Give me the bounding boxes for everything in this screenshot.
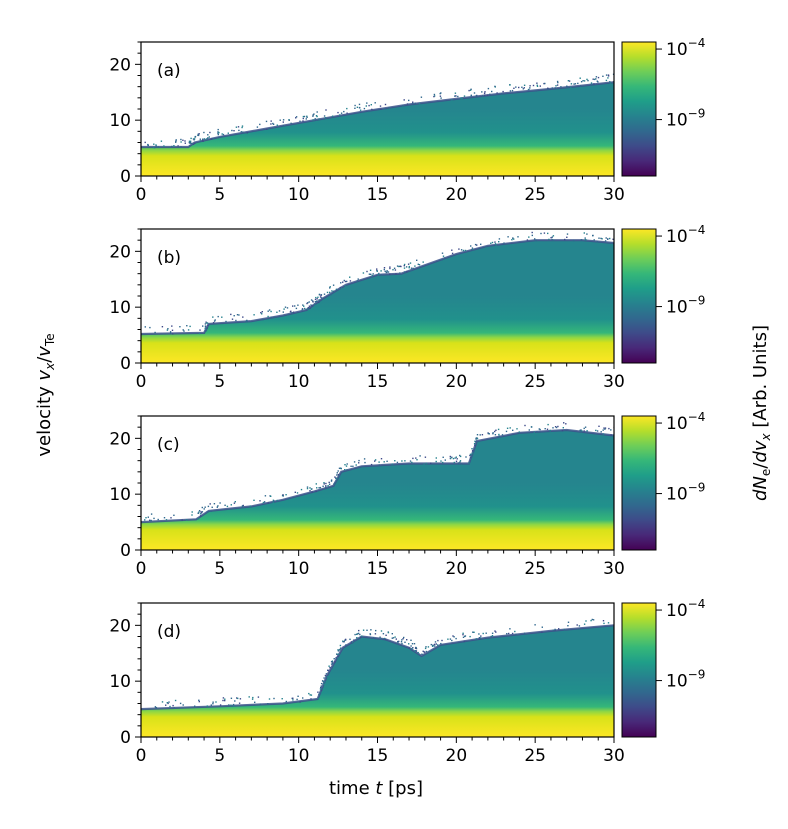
velocity-edge xyxy=(141,81,614,149)
x-tick-label: 15 xyxy=(367,559,389,579)
x-tick-label: 15 xyxy=(367,185,389,205)
colorbar: 10−4 10−9 xyxy=(621,410,705,551)
colorbar-tick-label: 10−9 xyxy=(666,107,705,131)
velocity-edge xyxy=(141,239,614,336)
colorbar-tick-label: 10−9 xyxy=(666,668,705,692)
x-tick-label: 30 xyxy=(603,372,625,392)
edge-noise xyxy=(144,231,614,335)
y-tick-label: 20 xyxy=(109,429,131,449)
y-tick-label: 20 xyxy=(109,242,131,262)
x-axis-title: time t [ps] xyxy=(329,778,423,799)
edge-noise xyxy=(144,422,614,522)
y-tick-label: 0 xyxy=(120,541,131,561)
x-tick-label: 25 xyxy=(524,372,546,392)
distribution-field xyxy=(141,625,614,737)
colorbar-title: dNe/dvx [Arb. Units] xyxy=(750,325,773,501)
panel-label: (c) xyxy=(157,435,180,455)
distribution-field xyxy=(141,82,614,176)
panel-1: 0 5 10 15 20 25 30 0 10 20 (a) 10−4 10−9 xyxy=(109,36,705,205)
x-tick-label: 0 xyxy=(136,372,147,392)
x-tick-label: 30 xyxy=(603,746,625,766)
panel-3: 0 5 10 15 20 25 30 0 10 20 (c) 10−4 10−9 xyxy=(109,410,705,579)
colorbar-tick-label: 10−9 xyxy=(666,294,705,318)
x-tick-label: 15 xyxy=(367,372,389,392)
colorbar-gradient xyxy=(621,415,657,551)
x-tick-label: 20 xyxy=(446,746,468,766)
y-axis-title: velocity vx/vTe xyxy=(34,333,57,456)
x-tick-label: 25 xyxy=(524,185,546,205)
panel-2: 0 5 10 15 20 25 30 0 10 20 (b) 10−4 10−9 xyxy=(109,223,705,392)
x-tick-label: 25 xyxy=(524,559,546,579)
colorbar-gradient xyxy=(621,602,657,738)
colorbar-tick-label: 10−4 xyxy=(666,410,705,434)
x-tick-label: 20 xyxy=(446,559,468,579)
panel-label: (b) xyxy=(157,248,181,268)
colorbar-tick-label: 10−4 xyxy=(666,597,705,621)
colorbar-tick-label: 10−4 xyxy=(666,36,705,60)
edge-noise xyxy=(144,73,614,149)
y-tick-label: 10 xyxy=(109,298,131,318)
x-tick-label: 10 xyxy=(288,372,310,392)
x-tick-label: 20 xyxy=(446,372,468,392)
y-tick-label: 0 xyxy=(120,354,131,374)
velocity-edge xyxy=(141,428,614,524)
x-tick-label: 5 xyxy=(214,185,225,205)
x-tick-label: 25 xyxy=(524,746,546,766)
x-tick-label: 0 xyxy=(136,746,147,766)
edge-noise xyxy=(154,618,610,709)
panels: 0 5 10 15 20 25 30 0 10 20 (a) 10−4 10−9 0 5 10 15 20 25 30… xyxy=(109,36,705,766)
colorbar: 10−4 10−9 xyxy=(621,223,705,364)
x-tick-label: 20 xyxy=(446,185,468,205)
colorbar-tick-label: 10−9 xyxy=(666,481,705,505)
x-tick-label: 10 xyxy=(288,185,310,205)
x-tick-label: 5 xyxy=(214,746,225,766)
y-tick-label: 10 xyxy=(109,672,131,692)
colorbar: 10−4 10−9 xyxy=(621,597,705,738)
panel-label: (d) xyxy=(157,622,181,642)
x-tick-label: 5 xyxy=(214,372,225,392)
distribution-field xyxy=(141,240,614,363)
x-tick-label: 10 xyxy=(288,746,310,766)
y-tick-label: 20 xyxy=(109,616,131,636)
x-tick-label: 5 xyxy=(214,559,225,579)
colorbar-gradient xyxy=(621,41,657,177)
x-tick-label: 10 xyxy=(288,559,310,579)
x-tick-label: 30 xyxy=(603,559,625,579)
distribution-field xyxy=(141,430,614,550)
colorbar: 10−4 10−9 xyxy=(621,36,705,177)
y-tick-label: 20 xyxy=(109,55,131,75)
x-tick-label: 15 xyxy=(367,746,389,766)
y-tick-label: 10 xyxy=(109,485,131,505)
y-tick-label: 0 xyxy=(120,167,131,187)
panel-4: 0 5 10 15 20 25 30 0 10 20 (d) 10−4 10−9 xyxy=(109,597,705,766)
y-tick-label: 0 xyxy=(120,728,131,748)
panel-label: (a) xyxy=(157,61,181,81)
colorbar-tick-label: 10−4 xyxy=(666,223,705,247)
x-tick-label: 30 xyxy=(603,185,625,205)
x-tick-label: 0 xyxy=(136,185,147,205)
y-tick-label: 10 xyxy=(109,111,131,131)
x-tick-label: 0 xyxy=(136,559,147,579)
colorbar-gradient xyxy=(621,228,657,364)
